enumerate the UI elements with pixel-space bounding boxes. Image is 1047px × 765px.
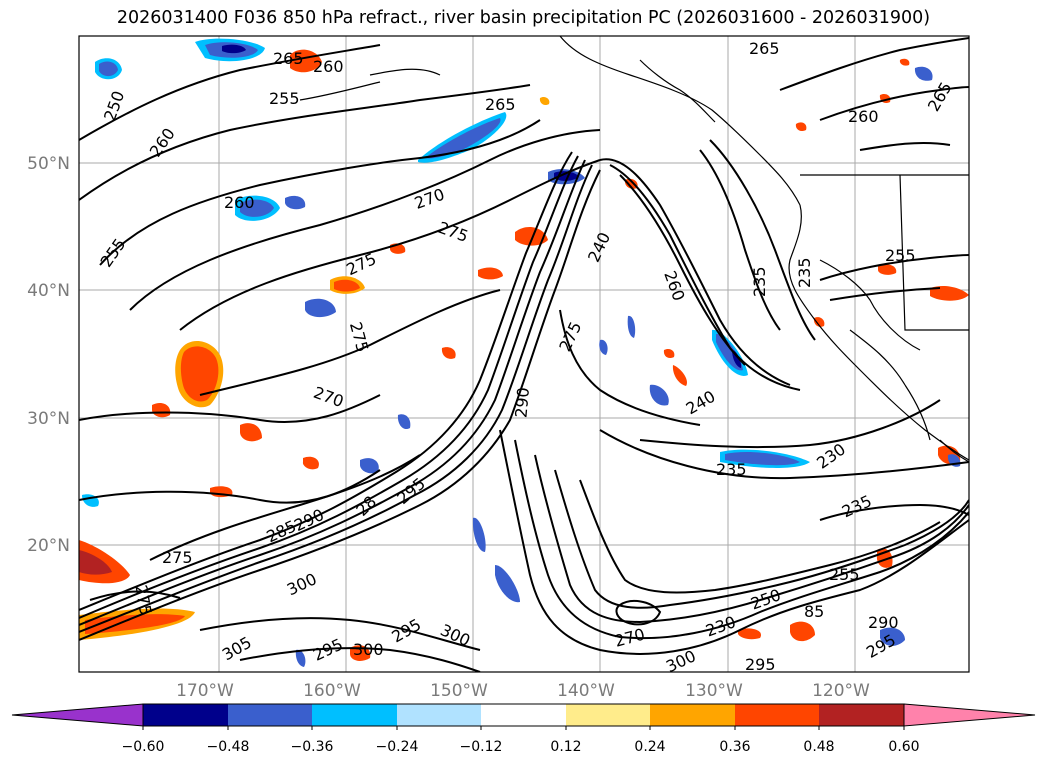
colorbar-tick-label: 0.48	[803, 739, 834, 755]
contour-label: 265	[749, 39, 780, 58]
pc-negative-area	[360, 458, 379, 474]
colorbar-segment	[228, 704, 312, 726]
latitude-label: 50°N	[27, 154, 70, 174]
contour-label: 235	[795, 257, 814, 288]
contour-label: 300	[353, 640, 384, 659]
longitude-label: 140°W	[557, 681, 615, 701]
colorbar-segment	[143, 704, 228, 726]
pc-positive-area	[79, 550, 112, 575]
contour-label: 265	[273, 49, 304, 68]
pc-positive-area	[790, 621, 815, 642]
contour-label: 235	[750, 266, 769, 297]
pc-positive-area	[738, 628, 761, 640]
pc-negative-area	[599, 339, 608, 355]
map-panel: 265 260 250 255 260 265 265 260 265 255 …	[79, 36, 969, 674]
pc-positive-area	[663, 348, 675, 359]
colorbar-tick-label: −0.48	[207, 739, 250, 755]
refractivity-contours	[79, 37, 969, 672]
colorbar	[11, 703, 1036, 730]
pc-positive-area	[795, 122, 807, 132]
colorbar-tick-label: −0.12	[460, 739, 503, 755]
pc-negative-area	[725, 451, 800, 466]
colorbar-tick-label: −0.36	[291, 739, 334, 755]
pc-negative-area	[425, 118, 501, 159]
longitude-label: 120°W	[812, 681, 870, 701]
latitude-label: 40°N	[27, 281, 70, 301]
pc-negative-area	[495, 565, 520, 603]
pc-positive-area	[334, 279, 360, 292]
contour-label: 255	[269, 89, 300, 108]
pc-negative-area	[305, 298, 336, 318]
contour-label: 255	[885, 246, 916, 265]
pc-positive-area	[672, 365, 687, 386]
pc-negative-area	[472, 517, 486, 552]
pc-positive-area	[515, 226, 548, 246]
map-frame	[78, 35, 970, 673]
contour-label: 290	[511, 387, 533, 419]
colorbar-segment	[11, 703, 144, 727]
pc-negative-area	[880, 627, 905, 646]
colorbar-tick-label: 0.12	[550, 739, 581, 755]
pc-positive-area	[152, 403, 171, 418]
pc-negative-area	[99, 61, 118, 77]
map-title: 2026031400 F036 850 hPa refract., river …	[116, 8, 931, 28]
pc-negative-area	[222, 44, 246, 54]
colorbar-frame	[142, 703, 905, 727]
longitude-label: 130°W	[685, 681, 743, 701]
colorbar-ticks: −0.60 −0.48 −0.36 −0.24 −0.12 0.12 0.24 …	[122, 739, 920, 755]
contour-label: 275	[162, 548, 193, 567]
colorbar-segment	[566, 704, 650, 726]
latitude-label: 30°N	[27, 409, 70, 429]
colorbar-tick-label: 0.36	[719, 739, 750, 755]
colorbar-tick-label: −0.60	[122, 739, 165, 755]
contour-label: 290	[868, 613, 899, 632]
colorbar-segment	[735, 704, 819, 726]
colorbar-segment	[312, 704, 397, 726]
contour-label: 265	[485, 95, 516, 114]
pc-positive-area	[180, 346, 219, 402]
contour-label: 235	[716, 460, 747, 479]
negative-pc-areas	[82, 38, 961, 667]
pc-positive-area	[539, 96, 550, 106]
contour-label: 260	[224, 193, 255, 212]
colorbar-tick-label: 0.60	[888, 739, 919, 755]
colorbar-tick-label: 0.24	[634, 739, 665, 755]
pc-positive-area	[302, 456, 319, 470]
pc-negative-area	[295, 649, 306, 667]
contour-label: 255	[829, 565, 860, 584]
contour-label: 295	[745, 655, 776, 674]
pc-positive-area	[441, 347, 456, 359]
pc-positive-area	[813, 317, 825, 327]
pc-positive-area	[478, 267, 503, 280]
colorbar-segment	[650, 704, 735, 726]
contour-label: 85	[804, 602, 824, 621]
pc-negative-area	[649, 384, 669, 406]
latitude-axis: 50°N 40°N 30°N 20°N	[27, 154, 70, 556]
longitude-label: 160°W	[303, 681, 361, 701]
pc-negative-area	[627, 315, 636, 338]
contour-label: 260	[848, 107, 879, 126]
pc-negative-area	[285, 195, 306, 210]
contour-label: 260	[313, 57, 344, 76]
colorbar-segment	[819, 704, 904, 726]
colorbar-segment	[481, 704, 566, 726]
colorbar-segment	[397, 704, 481, 726]
pc-positive-area	[240, 423, 262, 442]
longitude-label: 170°W	[176, 681, 234, 701]
pc-positive-area	[899, 58, 910, 66]
pc-positive-area	[878, 264, 897, 275]
latitude-label: 20°N	[27, 536, 70, 556]
pc-positive-area	[624, 178, 638, 189]
pc-positive-area	[930, 285, 969, 301]
pc-negative-area	[914, 66, 933, 81]
colorbar-segment	[903, 703, 1036, 727]
longitude-label: 150°W	[430, 681, 488, 701]
pc-negative-area	[240, 199, 274, 217]
colorbar-tick-label: −0.24	[376, 739, 419, 755]
longitude-axis: 170°W 160°W 150°W 140°W 130°W 120°W	[176, 681, 870, 701]
coastlines	[299, 36, 969, 463]
pc-negative-area	[397, 414, 411, 430]
